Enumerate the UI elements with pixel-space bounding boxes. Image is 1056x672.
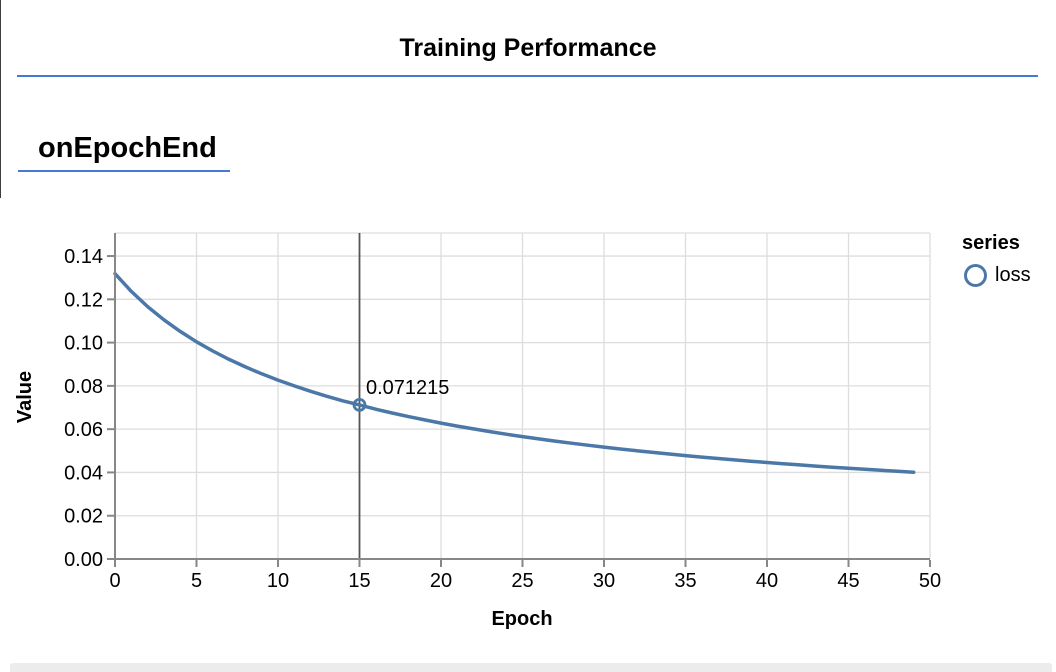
- section-title: onEpochEnd: [38, 132, 217, 164]
- tick-labels: 0 5 10 15 20 25 30 35 40 45 50 0.00 0.02 0.04 0.06 0.08…: [64, 246, 941, 592]
- y-tick-label: 0.12: [64, 289, 103, 311]
- x-tick-label: 15: [348, 570, 370, 592]
- axes: [107, 233, 931, 567]
- x-tick-label: 40: [756, 570, 778, 592]
- x-tick-label: 45: [837, 570, 859, 592]
- x-tick-label: 10: [267, 570, 289, 592]
- loss-line-chart[interactable]: 0 5 10 15 20 25 30 35 40 45 50 0.00 0.02 0.04 0.06 0.08…: [0, 225, 1056, 635]
- window-left-edge: [0, 0, 1, 198]
- y-axis-title: Value: [14, 371, 36, 423]
- y-tick-label: 0.08: [64, 376, 103, 398]
- tooltip-value: 0.071215: [366, 377, 449, 399]
- y-tick-label: 0.02: [64, 506, 103, 528]
- section-underline: [18, 170, 230, 172]
- y-tick-label: 0.00: [64, 549, 103, 571]
- y-tick-label: 0.10: [64, 333, 103, 355]
- x-tick-label: 20: [430, 570, 452, 592]
- highlighted-point: [352, 397, 367, 412]
- loss-legend-circle-icon: [964, 264, 987, 287]
- x-axis-title: Epoch: [491, 608, 552, 630]
- page-title: Training Performance: [399, 34, 657, 62]
- y-tick-label: 0.04: [64, 462, 103, 484]
- x-tick-label: 50: [919, 570, 941, 592]
- legend-title: series: [962, 232, 1020, 254]
- title-divider: [17, 75, 1038, 77]
- x-tick-label: 35: [674, 570, 696, 592]
- legend-item-loss: loss: [964, 264, 1031, 287]
- gridlines: [114, 233, 931, 560]
- x-tick-label: 0: [109, 570, 120, 592]
- y-tick-label: 0.06: [64, 419, 103, 441]
- next-surface-edge: [10, 663, 1052, 672]
- y-tick-label: 0.14: [64, 246, 103, 268]
- loss-series-line: [113, 271, 916, 475]
- x-tick-label: 5: [191, 570, 202, 592]
- legend-item-label: loss: [995, 264, 1031, 286]
- x-tick-label: 25: [511, 570, 533, 592]
- x-tick-label: 30: [593, 570, 615, 592]
